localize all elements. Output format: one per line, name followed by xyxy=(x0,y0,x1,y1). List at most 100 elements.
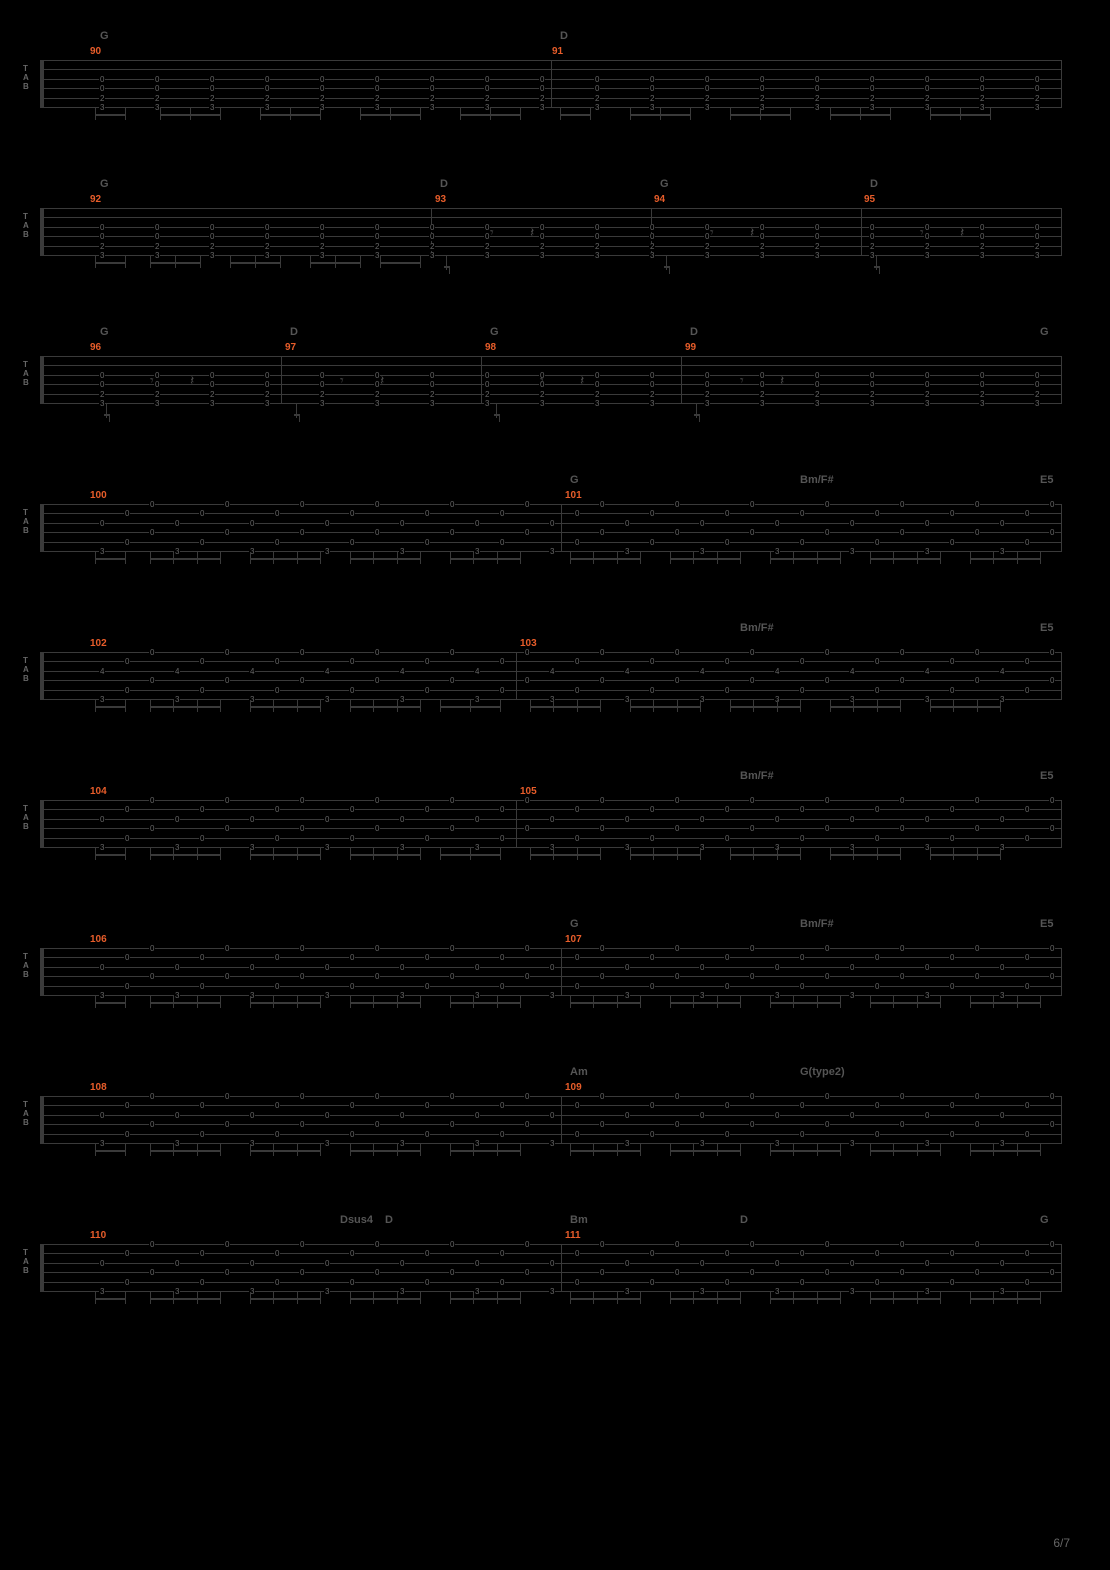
fret-number: 0 xyxy=(724,983,730,991)
fret-number: 0 xyxy=(874,954,880,962)
barline xyxy=(1061,60,1062,108)
stem xyxy=(877,700,878,712)
fret-number: 0 xyxy=(424,1250,430,1258)
fret-number: 0 xyxy=(724,1131,730,1139)
fret-number: 0 xyxy=(599,1121,605,1129)
fret-number: 0 xyxy=(174,816,180,824)
stem xyxy=(380,256,381,268)
fret-number: 0 xyxy=(674,529,680,537)
stem xyxy=(197,552,198,564)
fret-number: 0 xyxy=(399,1260,405,1268)
stem xyxy=(570,1292,571,1304)
stem xyxy=(125,1292,126,1304)
stem xyxy=(497,1144,498,1156)
beam xyxy=(95,558,125,560)
stem xyxy=(717,1144,718,1156)
fret-number: 0 xyxy=(749,973,755,981)
fret-number: 0 xyxy=(124,954,130,962)
stem xyxy=(700,700,701,712)
fret-number: 0 xyxy=(499,1102,505,1110)
beam xyxy=(670,1298,740,1300)
stem xyxy=(630,700,631,712)
fret-number: 0 xyxy=(1034,224,1040,232)
rest: 𝄽 xyxy=(780,372,784,389)
stem xyxy=(930,700,931,712)
fret-number: 0 xyxy=(424,983,430,991)
stem xyxy=(993,1144,994,1156)
stem xyxy=(760,108,761,120)
stem xyxy=(917,1144,918,1156)
barline-start xyxy=(41,60,44,108)
beam xyxy=(380,262,420,264)
fret-number: 0 xyxy=(539,85,545,93)
beam-row xyxy=(40,1144,1070,1164)
beam xyxy=(670,1150,740,1152)
fret-number: 2 xyxy=(649,95,655,103)
beam xyxy=(150,1002,220,1004)
fret-number: 0 xyxy=(274,954,280,962)
fret-number: 2 xyxy=(924,243,930,251)
fret-number: 0 xyxy=(799,1279,805,1287)
fret-number: 0 xyxy=(724,1279,730,1287)
stem xyxy=(853,848,854,860)
fret-number: 0 xyxy=(224,501,230,509)
stem xyxy=(553,848,554,860)
fret-number: 0 xyxy=(674,945,680,953)
measure-number-row: 104105 xyxy=(40,786,1070,800)
barline-start xyxy=(41,504,44,552)
stem xyxy=(617,996,618,1008)
beam xyxy=(95,114,125,116)
fret-number: 0 xyxy=(774,1112,780,1120)
fret-number: 0 xyxy=(399,964,405,972)
fret-number: 2 xyxy=(539,95,545,103)
stem xyxy=(770,552,771,564)
stem xyxy=(1040,1144,1041,1156)
fret-number: 0 xyxy=(774,964,780,972)
stem xyxy=(500,848,501,860)
fret-number: 0 xyxy=(1024,1250,1030,1258)
chord-label: G xyxy=(660,178,669,190)
chord-label: G(type2) xyxy=(800,1066,845,1078)
stem xyxy=(350,1292,351,1304)
stem xyxy=(350,996,351,1008)
stem xyxy=(617,552,618,564)
stem xyxy=(390,108,391,120)
fret-number: 0 xyxy=(1034,233,1040,241)
fret-number: 0 xyxy=(649,835,655,843)
fret-number: 0 xyxy=(874,658,880,666)
chord-row: Bm/F#E5 xyxy=(40,770,1070,786)
staff-line xyxy=(41,1253,1061,1254)
fret-number: 0 xyxy=(1049,945,1055,953)
fret-number: 0 xyxy=(824,1093,830,1101)
fret-number: 0 xyxy=(524,529,530,537)
fret-number: 0 xyxy=(429,233,435,241)
fret-number: 0 xyxy=(594,224,600,232)
fret-number: 0 xyxy=(209,233,215,241)
beam-row xyxy=(40,848,1070,868)
fret-number: 0 xyxy=(154,85,160,93)
measure-number: 99 xyxy=(685,342,696,353)
fret-number: 0 xyxy=(799,510,805,518)
fret-number: 0 xyxy=(484,76,490,84)
fret-number: 0 xyxy=(484,372,490,380)
stem xyxy=(717,552,718,564)
fret-number: 0 xyxy=(549,520,555,528)
fret-number: 2 xyxy=(374,243,380,251)
fret-number: 0 xyxy=(374,1269,380,1277)
measure-number: 107 xyxy=(565,934,582,945)
beam-row xyxy=(40,1292,1070,1312)
staff-line xyxy=(41,1282,1061,1283)
fret-number: 0 xyxy=(979,381,985,389)
fret-number: 0 xyxy=(324,1112,330,1120)
stem xyxy=(360,256,361,268)
tab-staff: TAB0300000300000300000300000300000300000… xyxy=(40,504,1062,552)
rest: 𝄽 xyxy=(750,224,754,241)
fret-number: 0 xyxy=(724,1250,730,1258)
fret-number: 0 xyxy=(349,687,355,695)
stem xyxy=(373,700,374,712)
fret-number: 0 xyxy=(429,224,435,232)
stem xyxy=(1000,700,1001,712)
fret-number: 0 xyxy=(874,806,880,814)
fret-number: 0 xyxy=(149,1241,155,1249)
tab-page: GD9091TAB0023002300230023002300230023002… xyxy=(0,0,1110,1392)
